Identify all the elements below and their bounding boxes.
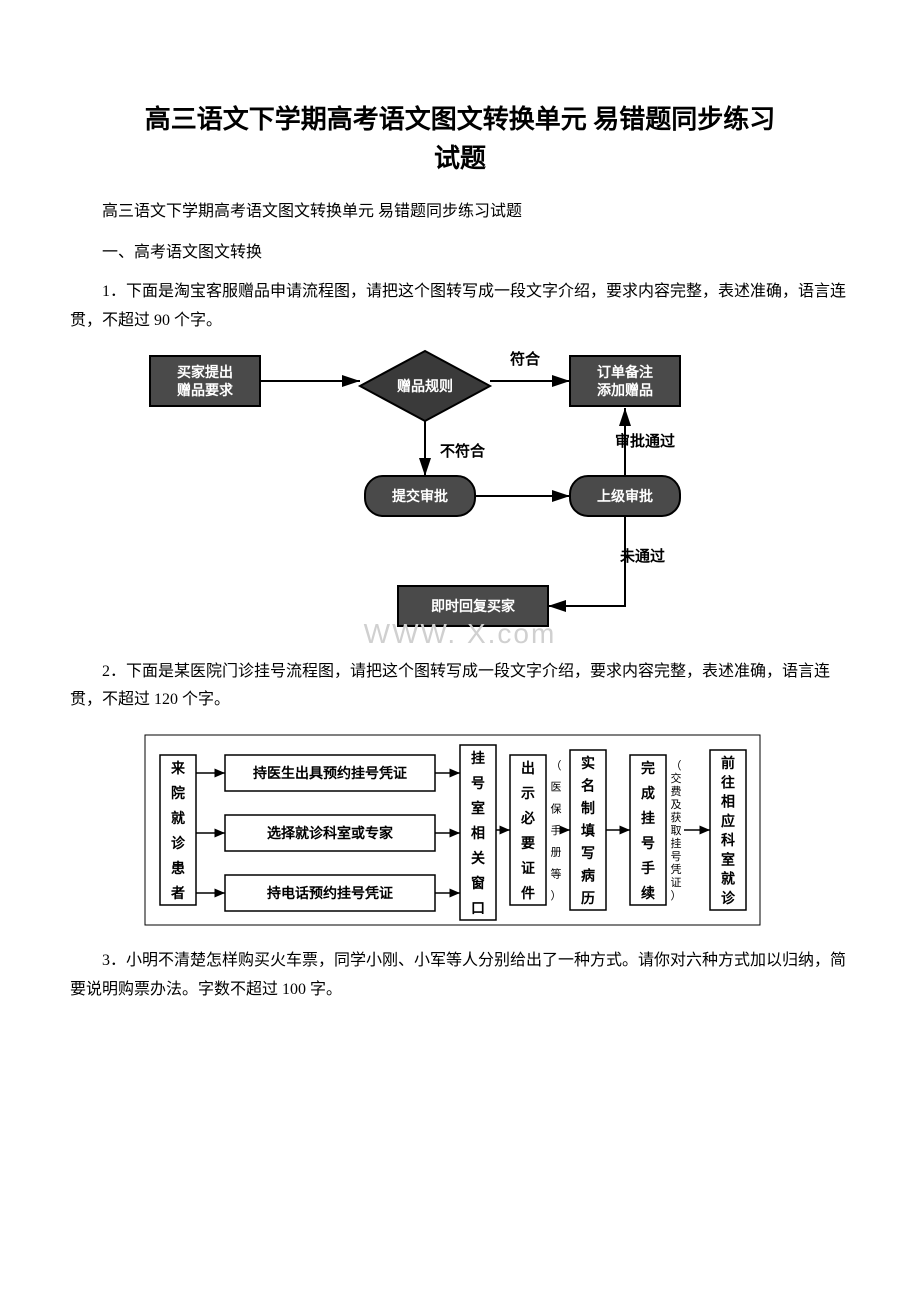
svg-text:应: 应 — [721, 813, 735, 830]
svg-text:手: 手 — [641, 860, 655, 877]
svg-text:上级审批: 上级审批 — [597, 488, 653, 505]
svg-text:续: 续 — [641, 885, 655, 902]
svg-text:成: 成 — [641, 785, 655, 802]
svg-text:实: 实 — [581, 755, 595, 772]
svg-text:未通过: 未通过 — [619, 547, 665, 565]
svg-text:医: 医 — [551, 782, 562, 794]
svg-text:及: 及 — [671, 799, 682, 811]
svg-text:证: 证 — [671, 876, 682, 889]
svg-text:赠品要求: 赠品要求 — [177, 382, 234, 399]
svg-text:等: 等 — [551, 867, 562, 881]
svg-text:来: 来 — [170, 761, 186, 777]
svg-text:相: 相 — [721, 794, 735, 811]
svg-text:持电话预约挂号凭证: 持电话预约挂号凭证 — [267, 885, 393, 902]
svg-text:持医生出具预约挂号凭证: 持医生出具预约挂号凭证 — [253, 765, 407, 782]
svg-text:手: 手 — [551, 823, 562, 837]
question-2-text: 2．下面是某医院门诊挂号流程图，请把这个图转写成一段文字介绍，要求内容完整，表述… — [70, 658, 850, 716]
svg-text:选择就诊科室或专家: 选择就诊科室或专家 — [267, 825, 394, 842]
svg-text:提交审批: 提交审批 — [392, 488, 448, 505]
svg-text:诊: 诊 — [171, 835, 186, 852]
svg-text:填: 填 — [581, 823, 595, 840]
flowchart-1-svg: 符合不符合 审批通过未通过 买家提出赠品要求 赠品规则 订单备注添加赠品提交审批 上级审批… — [140, 346, 720, 636]
svg-text:交: 交 — [671, 771, 682, 785]
svg-text:完: 完 — [641, 760, 655, 777]
svg-text:必: 必 — [520, 810, 535, 827]
svg-text:者: 者 — [171, 886, 185, 902]
title-line-2: 试题 — [434, 144, 486, 173]
svg-text:挂: 挂 — [641, 810, 655, 827]
svg-text:出: 出 — [521, 760, 535, 777]
svg-text:号: 号 — [641, 836, 655, 852]
title-line-1: 高三语文下学期高考语文图文转换单元 易错题同步练习 — [145, 105, 776, 134]
svg-text:患: 患 — [171, 860, 185, 877]
flowchart-2-svg: 来院就诊患者持医生出具预约挂号凭证选择就诊科室或专家持电话预约挂号凭证挂号室相关… — [140, 725, 780, 935]
svg-text:示: 示 — [521, 786, 535, 802]
svg-text:册: 册 — [551, 847, 562, 859]
svg-text:口: 口 — [471, 902, 485, 917]
svg-text:诊: 诊 — [721, 890, 736, 907]
svg-text:保: 保 — [551, 802, 562, 816]
svg-text:制: 制 — [581, 800, 595, 817]
svg-text:室: 室 — [721, 852, 735, 869]
svg-text:历: 历 — [581, 891, 595, 907]
svg-text:获: 获 — [671, 811, 682, 824]
svg-text:取: 取 — [671, 824, 682, 837]
svg-text:写: 写 — [581, 846, 595, 862]
diagram-1-flowchart: 符合不符合 审批通过未通过 买家提出赠品要求 赠品规则 订单备注添加赠品提交审批 上级审批… — [140, 346, 850, 636]
svg-text:窗: 窗 — [471, 875, 485, 892]
svg-text:关: 关 — [471, 850, 485, 867]
svg-text:凭: 凭 — [671, 862, 682, 876]
svg-text:订单备注: 订单备注 — [597, 364, 653, 381]
question-3-text: 3．小明不清楚怎样购买火车票，同学小刚、小军等人分别给出了一种方式。请你对六种方… — [70, 947, 850, 1005]
svg-text:证: 证 — [521, 861, 535, 877]
svg-text:号: 号 — [471, 776, 485, 792]
diagram-2-flowchart: 来院就诊患者持医生出具预约挂号凭证选择就诊科室或专家持电话预约挂号凭证挂号室相关… — [140, 725, 850, 935]
svg-text:相: 相 — [471, 825, 485, 842]
svg-text:院: 院 — [171, 785, 185, 802]
svg-text:号: 号 — [671, 850, 682, 863]
svg-text:就: 就 — [171, 810, 185, 827]
svg-text:）: ） — [671, 889, 682, 902]
svg-text:挂: 挂 — [471, 750, 485, 767]
svg-text:不符合: 不符合 — [440, 442, 486, 460]
subtitle-text: 高三语文下学期高考语文图文转换单元 易错题同步练习试题 — [70, 198, 850, 225]
svg-text:赠品规则: 赠品规则 — [397, 378, 453, 395]
svg-text:）: ） — [551, 889, 562, 902]
svg-text:就: 就 — [721, 871, 735, 888]
svg-text:病: 病 — [581, 868, 595, 885]
svg-text:符合: 符合 — [510, 350, 541, 368]
question-1-text: 1．下面是淘宝客服赠品申请流程图，请把这个图转写成一段文字介绍，要求内容完整，表… — [70, 278, 850, 336]
watermark-text: WWW. X.com — [70, 618, 850, 650]
svg-text:挂: 挂 — [671, 836, 682, 850]
svg-text:要: 要 — [521, 836, 535, 852]
svg-text:室: 室 — [471, 800, 485, 817]
svg-text:名: 名 — [581, 778, 595, 795]
svg-text:买家提出: 买家提出 — [177, 364, 233, 381]
svg-text:前: 前 — [721, 755, 735, 772]
svg-text:件: 件 — [521, 885, 535, 902]
svg-text:添加赠品: 添加赠品 — [597, 382, 653, 399]
page-title: 高三语文下学期高考语文图文转换单元 易错题同步练习 试题 — [70, 100, 850, 178]
svg-text:（: （ — [671, 759, 682, 772]
svg-text:往: 往 — [721, 774, 735, 791]
section-header: 一、高考语文图文转换 — [70, 239, 850, 268]
svg-text:（: （ — [551, 759, 562, 772]
svg-text:审批通过: 审批通过 — [615, 432, 675, 450]
svg-text:费: 费 — [671, 785, 682, 798]
svg-text:科: 科 — [721, 832, 735, 849]
svg-text:即时回复买家: 即时回复买家 — [431, 598, 516, 615]
